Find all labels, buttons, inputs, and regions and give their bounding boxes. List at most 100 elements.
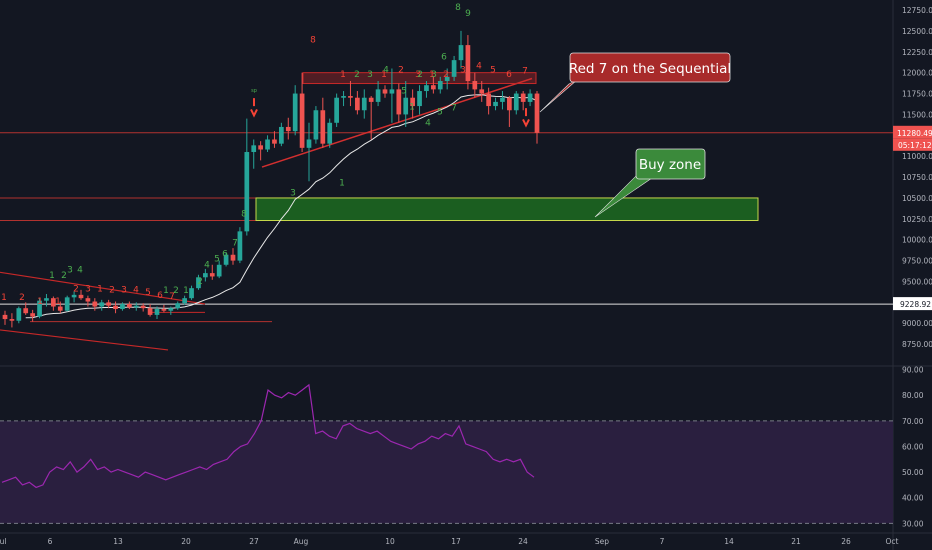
td-label-red: 1 <box>381 70 387 80</box>
price-tick-label: 9500.00 <box>902 277 932 286</box>
td-label-green: 7 <box>451 103 457 113</box>
candle-body <box>127 304 132 308</box>
price-axis[interactable]: 12750.00 12500.00 12250.00 12000.00 11750.00… <box>893 6 932 349</box>
setup-label: sp <box>251 88 257 94</box>
candle-body <box>361 97 367 111</box>
candle-body <box>23 308 29 314</box>
td-label-green: 4 <box>425 118 431 128</box>
candle-body <box>299 93 305 148</box>
td-label-red: 4 <box>133 285 139 295</box>
time-axis[interactable]: Jul 6 13 20 27 Aug 10 17 24 Sep 7 14 21 26 Oct <box>0 537 899 546</box>
candles-group[interactable] <box>2 30 540 328</box>
td-label-green: 1 <box>183 286 189 296</box>
td-label-red: 2 <box>73 284 79 294</box>
candle-body <box>140 305 146 309</box>
td-label-green: 3 <box>367 70 373 80</box>
callout-red-box[interactable] <box>569 52 731 83</box>
td-label-red: 6 <box>157 291 163 301</box>
candle-body <box>64 297 70 311</box>
td-label-green: 6 <box>222 249 228 259</box>
candle-body <box>472 81 478 90</box>
candle-body <box>161 309 167 311</box>
candle-body <box>355 97 360 111</box>
candle-body <box>2 314 8 320</box>
td-label-green: 1 <box>49 271 55 281</box>
td-sequential-labels: 1 2 1 12 3 1 2 3 4 5 6 781 1 2 3 1 2 3 4 5 6 71 23 41 2 124567831… <box>1 3 530 307</box>
candle-body <box>292 93 298 132</box>
td-label-green: 6 <box>441 52 447 62</box>
td-label-red: 2 <box>19 293 25 303</box>
rsi-band-fill <box>0 420 893 524</box>
candle-body <box>348 96 353 98</box>
candle-body <box>479 89 485 94</box>
horizontal-line-tag <box>893 297 932 311</box>
td-label-red: 1 <box>37 297 43 307</box>
candle-body <box>57 306 63 311</box>
candle-body <box>341 96 346 98</box>
candle-body <box>327 122 333 144</box>
td-label-green: 1 <box>163 286 169 296</box>
rsi-panel[interactable]: 90.00 80.00 70.00 60.00 50.00 40.00 30.00 <box>0 366 924 529</box>
td-label-red: 3 <box>460 66 466 76</box>
time-tick-label: 27 <box>249 537 259 546</box>
price-tick-label: 12000.00 <box>902 69 932 78</box>
time-tick-label: 20 <box>181 537 191 546</box>
candle-body <box>444 76 450 82</box>
candle-body <box>285 126 291 132</box>
callouts[interactable]: Red 7 on the Sequential Buy zone <box>539 52 731 218</box>
time-tick-label: 10 <box>385 537 395 546</box>
candle-body <box>437 81 443 90</box>
td-label-green: 4 <box>77 265 83 275</box>
candle-body <box>493 101 498 107</box>
candle-body <box>251 145 257 153</box>
price-tick-label: 9750.00 <box>902 257 932 266</box>
candle-body <box>465 45 471 82</box>
td-label-red: 7 <box>522 67 528 77</box>
time-tick-label: 24 <box>518 537 528 546</box>
time-tick-label: 6 <box>48 537 53 546</box>
td-label-red: 2 <box>398 66 404 76</box>
td-label-green: 3 <box>67 265 73 275</box>
candle-body <box>16 308 22 321</box>
td-label-green: 8 <box>241 209 247 219</box>
td-label-red: 6 <box>506 70 512 80</box>
td-label-red: 1 <box>340 70 346 80</box>
candle-body <box>410 97 415 107</box>
candle-body <box>513 93 519 111</box>
trend-lines[interactable] <box>0 72 893 351</box>
rsi-tick-label: 70.00 <box>902 417 924 426</box>
td-label-red: 2 <box>109 285 115 295</box>
candle-body <box>237 231 243 261</box>
candle-body <box>168 308 174 311</box>
callout-green-text: Buy zone <box>639 157 701 173</box>
td-label-green: 9 <box>465 9 471 19</box>
price-tick-label: 10000.00 <box>902 236 932 245</box>
td-label-red: 3 <box>415 70 421 80</box>
candle-body <box>500 97 505 102</box>
candle-body <box>313 110 319 140</box>
td-label-red: 3 <box>121 285 127 295</box>
candle-body <box>417 91 422 107</box>
buy-zone-rect[interactable] <box>255 197 759 222</box>
price-tick-label: 11000.00 <box>902 152 932 161</box>
candle-body <box>520 93 526 102</box>
price-tick-label: 10500.00 <box>902 194 932 203</box>
candle-body <box>265 139 270 150</box>
callout-red-text: Red 7 on the Sequential <box>569 61 731 77</box>
candle-body <box>37 300 42 317</box>
callout-green-box[interactable] <box>635 148 706 180</box>
price-tick-label: 12250.00 <box>902 48 932 57</box>
candle-body <box>85 298 91 302</box>
candle-body <box>106 302 111 306</box>
candle-body <box>209 273 215 277</box>
td-label-red: 5 <box>145 288 151 298</box>
candle-body <box>375 89 381 102</box>
rsi-tick-label: 30.00 <box>902 519 924 528</box>
candle-body <box>272 139 277 144</box>
rsi-line <box>1 383 535 489</box>
rsi-tick-label: 90.00 <box>902 366 924 375</box>
time-tick-label: 13 <box>113 537 123 546</box>
candle-body <box>223 254 229 265</box>
candle-body <box>458 45 464 61</box>
